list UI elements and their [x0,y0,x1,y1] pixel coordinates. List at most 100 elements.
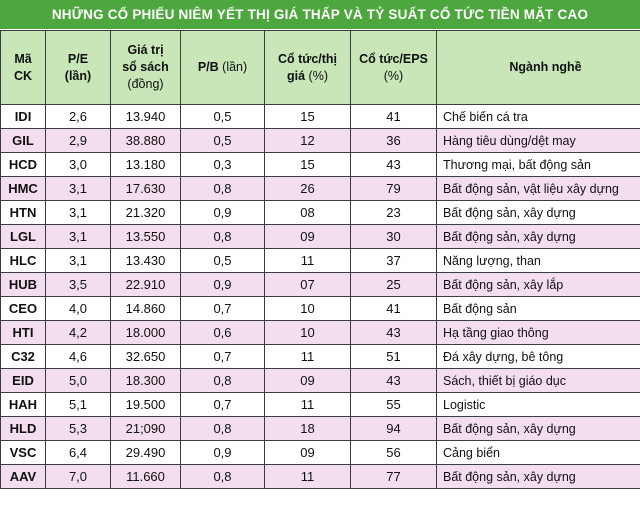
cell-book-value: 22.910 [110,272,181,297]
cell-dividend-eps: 79 [350,176,437,201]
cell-sector: Hạ tầng giao thông [436,320,640,345]
header-pe-line2: (lần) [64,68,92,83]
cell-pb: 0,9 [180,200,265,225]
cell-sector: Bất động sản, xây dựng [436,200,640,225]
cell-book-value: 21.320 [110,200,181,225]
cell-dividend-yield: 15 [264,152,351,177]
table-row: HTI 4,2 18.000 0,6 10 43 Hạ tầng giao thông [0,320,640,345]
cell-book-value: 13.180 [110,152,181,177]
header-row: Mã CK P/E (lần) Giá trị sổ sách (đồng) P/B (… [0,30,640,105]
cell-book-value: 29.490 [110,440,181,465]
table-row: IDI 2,6 13.940 0,5 15 41 Chế biến cá tra [0,104,640,129]
cell-pb: 0,5 [180,128,265,153]
header-dividend-eps: Cổ tức/EPS (%) [350,30,437,105]
table-row: HMC 3,1 17.630 0,8 26 79 Bất động sản, vật liệ… [0,176,640,201]
header-pb-label: P/B [197,60,219,74]
header-eps-unit: (%) [383,68,404,83]
cell-book-value: 38.880 [110,128,181,153]
header-book-line2: sổ sách [122,60,169,74]
table-row: GIL 2,9 38.880 0,5 12 36 Hàng tiêu dùng/dệt ma… [0,128,640,153]
cell-pb: 0,6 [180,320,265,345]
cell-code: IDI [0,104,46,129]
cell-code: HAH [0,392,46,417]
table-row: HAH 5,1 19.500 0,7 11 55 Logistic [0,392,640,417]
cell-dividend-eps: 94 [350,416,437,441]
cell-dividend-eps: 23 [350,200,437,225]
cell-dividend-eps: 25 [350,272,437,297]
cell-dividend-yield: 10 [264,296,351,321]
table-row: C32 4,6 32.650 0,7 11 51 Đá xây dựng, bê tông [0,344,640,369]
cell-book-value: 11.660 [110,464,181,489]
cell-dividend-eps: 30 [350,224,437,249]
cell-pb: 0,9 [180,440,265,465]
cell-pe: 5,3 [45,416,111,441]
cell-book-value: 13.550 [110,224,181,249]
cell-code: HLC [0,248,46,273]
cell-book-value: 19.500 [110,392,181,417]
cell-pb: 0,9 [180,272,265,297]
cell-dividend-yield: 26 [264,176,351,201]
cell-code: HTN [0,200,46,225]
cell-code: EID [0,368,46,393]
header-pb-unit: (lần) [222,60,248,74]
cell-sector: Sách, thiết bị giáo dục [436,368,640,393]
cell-sector: Bất động sản, xây lắp [436,272,640,297]
cell-code: GIL [0,128,46,153]
cell-book-value: 13.430 [110,248,181,273]
cell-pb: 0,7 [180,344,265,369]
cell-pe: 2,9 [45,128,111,153]
cell-book-value: 32.650 [110,344,181,369]
cell-code: AAV [0,464,46,489]
header-code-line1: Mã [14,51,32,66]
cell-pe: 3,1 [45,224,111,249]
header-book-unit: (đồng) [127,77,164,91]
cell-book-value: 13.940 [110,104,181,129]
cell-pe: 6,4 [45,440,111,465]
header-eps-line1: Cổ tức/EPS [359,51,428,66]
cell-dividend-yield: 15 [264,104,351,129]
table-body: IDI 2,6 13.940 0,5 15 41 Chế biến cá tra GIL 2,9… [0,104,640,489]
cell-pb: 0,8 [180,368,265,393]
table-title: NHỮNG CỔ PHIẾU NIÊM YẾT THỊ GIÁ THẤP VÀ … [51,7,589,22]
header-sector: Ngành nghề [436,30,640,105]
header-dividend-yield: Cổ tức/thị giá (%) [264,30,351,105]
cell-pe: 3,5 [45,272,111,297]
cell-code: HLD [0,416,46,441]
cell-sector: Cảng biển [436,440,640,465]
cell-sector: Chế biến cá tra [436,104,640,129]
cell-sector: Thương mại, bất động sản [436,152,640,177]
header-yield-line2: giá [287,68,306,83]
cell-pe: 3,1 [45,248,111,273]
cell-dividend-eps: 55 [350,392,437,417]
cell-code: HCD [0,152,46,177]
header-book-line1: Giá trị [127,43,164,57]
stock-table: Mã CK P/E (lần) Giá trị sổ sách (đồng) P/B (… [0,30,640,489]
cell-pe: 3,0 [45,152,111,177]
cell-code: HUB [0,272,46,297]
cell-pe: 2,6 [45,104,111,129]
cell-pb: 0,3 [180,152,265,177]
cell-dividend-eps: 41 [350,104,437,129]
cell-dividend-eps: 43 [350,152,437,177]
cell-sector: Bất động sản, xây dựng [436,224,640,249]
cell-dividend-yield: 11 [264,392,351,417]
cell-dividend-yield: 09 [264,224,351,249]
table-row: HLC 3,1 13.430 0,5 11 37 Năng lượng, than [0,248,640,273]
cell-dividend-yield: 07 [264,272,351,297]
cell-dividend-yield: 12 [264,128,351,153]
cell-sector: Bất động sản, xây dựng [436,464,640,489]
cell-dividend-eps: 41 [350,296,437,321]
cell-sector: Bất động sản [436,296,640,321]
cell-dividend-yield: 09 [264,368,351,393]
cell-dividend-yield: 11 [264,464,351,489]
cell-book-value: 17.630 [110,176,181,201]
cell-code: HMC [0,176,46,201]
cell-code: VSC [0,440,46,465]
cell-dividend-yield: 08 [264,200,351,225]
table-row: HUB 3,5 22.910 0,9 07 25 Bất động sản, xây lắp [0,272,640,297]
cell-pb: 0,8 [180,464,265,489]
cell-code: CEO [0,296,46,321]
cell-pe: 5,1 [45,392,111,417]
header-book-value: Giá trị sổ sách (đồng) [110,30,181,105]
